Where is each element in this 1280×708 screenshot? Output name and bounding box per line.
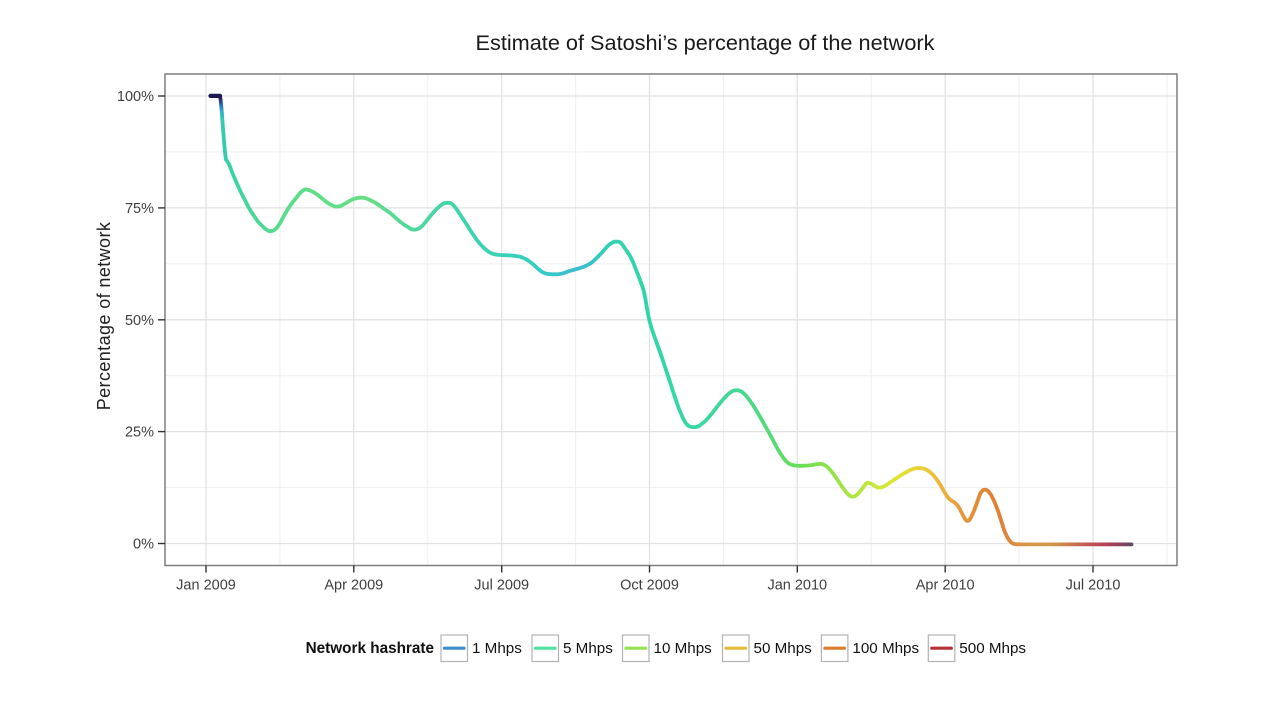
svg-text:50%: 50% [125,313,154,329]
svg-text:Jul 2010: Jul 2010 [1066,578,1121,594]
svg-text:100 Mhps: 100 Mhps [852,640,919,657]
svg-text:75%: 75% [125,201,154,217]
svg-text:500 Mhps: 500 Mhps [959,640,1026,657]
svg-text:100%: 100% [117,89,154,105]
svg-text:5 Mhps: 5 Mhps [563,640,613,657]
svg-text:1 Mhps: 1 Mhps [472,640,522,657]
svg-text:10 Mhps: 10 Mhps [654,640,713,657]
svg-text:Percentage of network: Percentage of network [94,221,114,410]
svg-text:25%: 25% [125,425,154,441]
svg-text:Apr 2010: Apr 2010 [916,578,975,594]
svg-text:Network hashrate: Network hashrate [306,640,434,657]
svg-text:Jan 2009: Jan 2009 [176,578,236,594]
svg-text:50 Mhps: 50 Mhps [754,640,813,657]
svg-text:0%: 0% [133,537,154,553]
svg-text:Oct 2009: Oct 2009 [620,578,679,594]
svg-text:Estimate of Satoshi’s percenta: Estimate of Satoshi’s percentage of the … [476,30,935,55]
svg-text:Apr 2009: Apr 2009 [324,578,383,594]
svg-text:Jan 2010: Jan 2010 [767,578,827,594]
svg-text:Jul 2009: Jul 2009 [474,578,529,594]
